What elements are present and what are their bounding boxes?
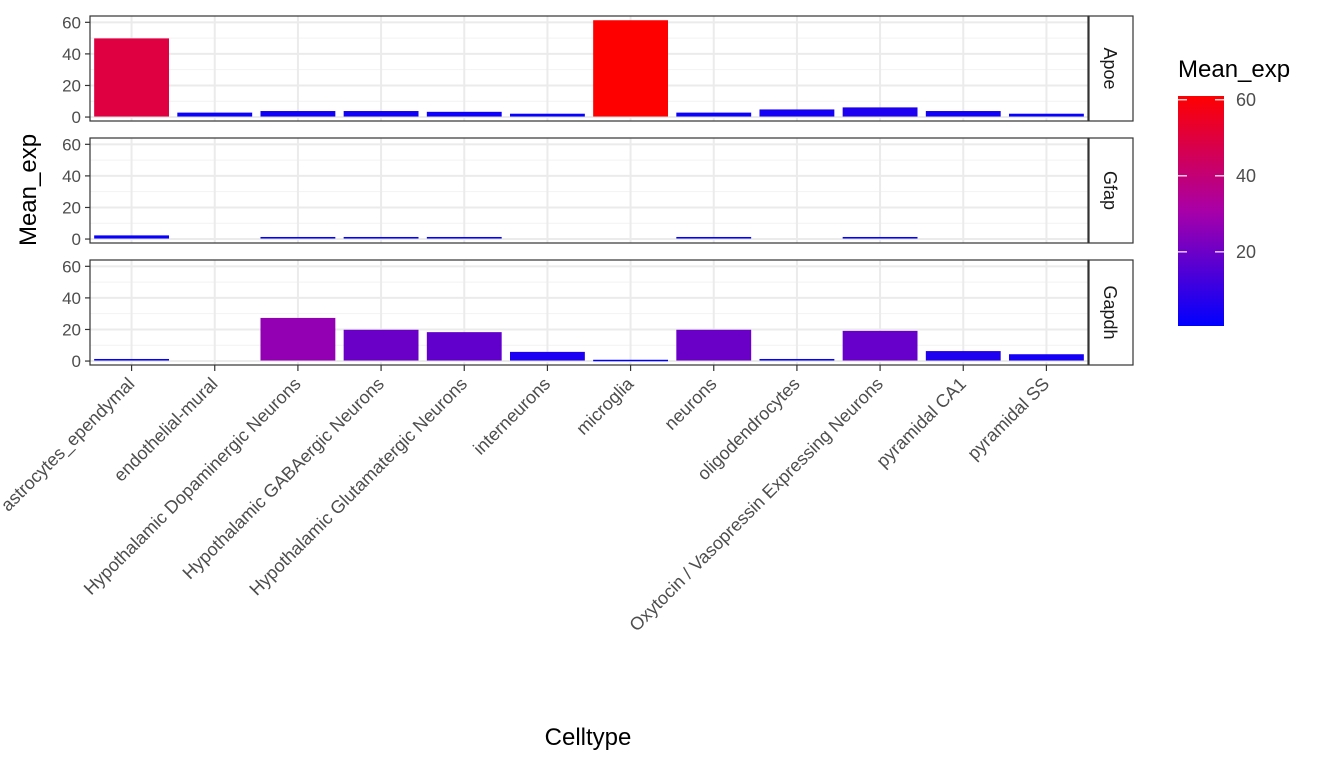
x-axis: astrocytes_ependymalendothelial-muralHyp… — [0, 365, 1053, 635]
facet-panels: Apoe 0 20 40 60 Gfap 0 20 40 60 Gapdh 0 20 40 60 — [62, 13, 1134, 371]
facet-strip-label: Gfap — [1100, 171, 1120, 210]
facet-strip — [1088, 259, 1134, 366]
bar-gapdh-7 — [676, 329, 752, 361]
bar-apoe-0 — [94, 38, 170, 117]
bar-gapdh-4 — [426, 332, 502, 361]
bar-gapdh-10 — [925, 351, 1001, 361]
y-tick-label: 60 — [62, 135, 81, 154]
y-tick-label: 20 — [62, 320, 81, 339]
bar-gfap-7 — [676, 236, 752, 239]
bar-apoe-6 — [593, 20, 669, 117]
facet-strip-label: Apoe — [1100, 47, 1120, 89]
x-axis-title: Celltype — [545, 724, 632, 751]
bar-apoe-10 — [925, 111, 1001, 117]
panel-border — [89, 259, 1089, 366]
y-tick-label: 0 — [72, 352, 81, 371]
x-tick-label: pyramidal SS — [963, 374, 1053, 464]
panel-background — [90, 260, 1088, 365]
bar-gfap-2 — [260, 236, 336, 239]
bar-apoe-4 — [426, 111, 502, 117]
legend-label: 60 — [1236, 90, 1256, 110]
bar-apoe-1 — [177, 112, 253, 117]
bar-apoe-8 — [759, 109, 835, 117]
bar-gapdh-3 — [343, 329, 419, 361]
panel-background — [90, 16, 1088, 121]
panel-border — [89, 15, 1089, 122]
y-tick-label: 60 — [62, 257, 81, 276]
x-tick-label: interneurons — [469, 374, 554, 459]
bar-gfap-4 — [426, 236, 502, 239]
y-tick-label: 40 — [62, 167, 81, 186]
y-tick-label: 0 — [72, 108, 81, 127]
bar-gfap-0 — [94, 235, 170, 239]
bar-apoe-2 — [260, 111, 336, 117]
y-tick-label: 40 — [62, 45, 81, 64]
bar-apoe-11 — [1008, 113, 1084, 117]
color-legend: Mean_exp 20 40 60 — [1178, 56, 1290, 326]
bar-apoe-7 — [676, 112, 752, 117]
bar-gapdh-11 — [1008, 354, 1084, 361]
panel-background — [90, 138, 1088, 243]
legend-colorbar — [1178, 96, 1224, 326]
facet-strip — [1088, 137, 1134, 244]
bar-gfap-9 — [842, 236, 918, 239]
y-tick-label: 40 — [62, 289, 81, 308]
y-tick-label: 20 — [62, 198, 81, 217]
facet-panel-apoe: Apoe 0 20 40 60 — [62, 13, 1134, 127]
y-tick-label: 0 — [72, 230, 81, 249]
facet-strip — [1088, 15, 1134, 122]
y-axis-title: Mean_exp — [15, 134, 42, 246]
facet-strip-label: Gapdh — [1100, 285, 1120, 339]
legend-title: Mean_exp — [1178, 56, 1290, 83]
bar-apoe-3 — [343, 111, 419, 117]
facet-panel-gfap: Gfap 0 20 40 60 — [62, 135, 1134, 249]
bar-gapdh-6 — [593, 359, 669, 362]
panel-border — [89, 137, 1089, 244]
x-tick-label: neurons — [660, 374, 720, 434]
bar-gapdh-5 — [509, 351, 585, 361]
y-tick-label: 20 — [62, 76, 81, 95]
bar-apoe-9 — [842, 107, 918, 117]
x-tick-label: microglia — [572, 373, 638, 439]
bar-gapdh-2 — [260, 317, 336, 361]
x-tick-label: astrocytes_ependymal — [0, 374, 139, 516]
x-tick-label: pyramidal CA1 — [872, 374, 970, 472]
bar-gapdh-9 — [842, 330, 918, 361]
bar-gapdh-8 — [759, 358, 835, 361]
legend-label: 20 — [1236, 242, 1256, 262]
bar-gfap-3 — [343, 236, 419, 239]
bar-gapdh-0 — [94, 358, 170, 361]
legend-label: 40 — [1236, 166, 1256, 186]
y-tick-label: 60 — [62, 13, 81, 32]
bar-apoe-5 — [509, 113, 585, 117]
facet-panel-gapdh: Gapdh 0 20 40 60 — [62, 257, 1134, 371]
